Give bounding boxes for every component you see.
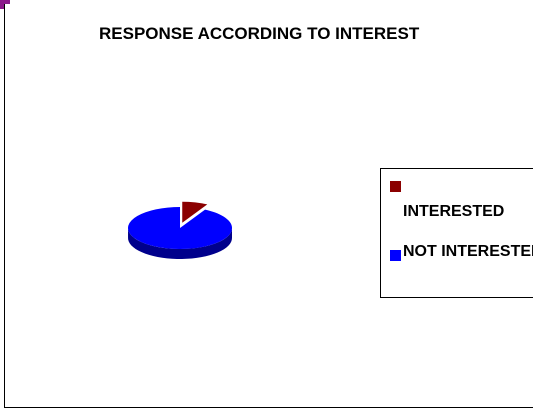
chart-title: RESPONSE ACCORDING TO INTEREST [99,24,420,43]
chart-area: RESPONSE ACCORDING TO INTEREST [4,4,533,408]
legend-label-not-interested: NOT INTERESTED [403,243,533,260]
pie-slice-interested [182,201,208,223]
legend-swatch-interested [390,181,401,192]
legend-swatch-not-interested [390,250,401,261]
pie-slice-not-interested [128,207,232,259]
legend-label-interested: INTERESTED [403,203,505,220]
legend: INTERESTED NOT INTERESTED [380,168,533,298]
pie-chart [128,201,232,259]
